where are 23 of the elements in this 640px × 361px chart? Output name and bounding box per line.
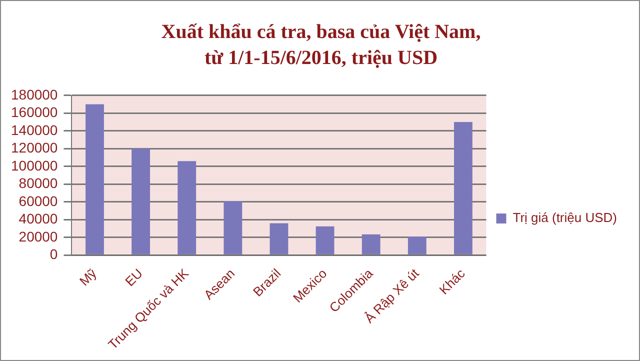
y-tick-label: 60000 (18, 192, 58, 209)
y-tick-label: 40000 (18, 210, 58, 227)
y-tick-label: 20000 (18, 228, 58, 244)
bar (86, 104, 104, 254)
legend-label: Trị giá (triệu USD) (512, 210, 618, 226)
y-tick-label: 120000 (11, 140, 58, 156)
y-tick-label: 0 (50, 246, 58, 262)
chart-title: Xuất khẩu cá tra, basa của Việt Nam, từ 1/1-15/6/2016, triệu USD (160, 20, 482, 71)
x-tick-label: EU (122, 266, 146, 290)
y-tick-label: 160000 (11, 104, 58, 120)
bar (362, 234, 380, 254)
bar (408, 236, 426, 254)
bar (270, 223, 288, 254)
y-tick-label: 140000 (11, 122, 58, 138)
bar (316, 226, 334, 254)
bar (178, 161, 196, 254)
bar (132, 148, 150, 254)
y-tick-label: 100000 (11, 157, 58, 174)
bar (224, 201, 242, 254)
y-tick-label: 80000 (18, 175, 58, 192)
bar (454, 122, 472, 254)
y-tick-label: 180000 (11, 86, 58, 102)
x-tick-label: Mỹ (76, 265, 100, 289)
